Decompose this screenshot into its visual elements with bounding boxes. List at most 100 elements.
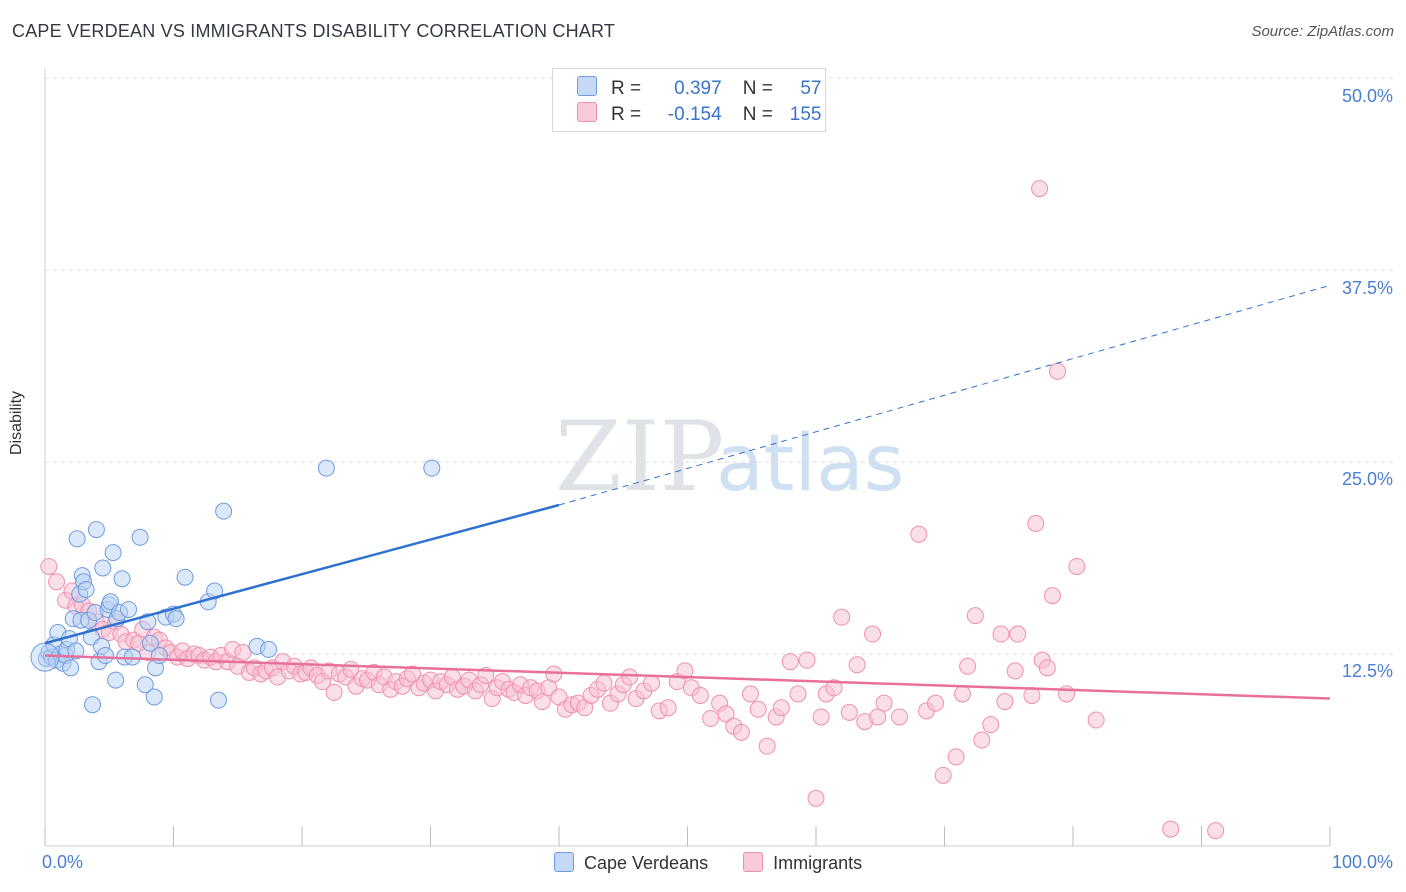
data-point	[68, 530, 86, 548]
data-point	[404, 665, 422, 683]
legend-swatch-pink	[577, 102, 597, 122]
data-point	[1049, 362, 1067, 380]
data-point	[234, 643, 252, 661]
legend-n-value: 57	[800, 78, 822, 99]
data-point	[717, 705, 735, 723]
data-point	[691, 686, 709, 704]
data-point	[94, 559, 112, 577]
data-point	[131, 528, 149, 546]
data-point	[702, 710, 720, 728]
data-point	[136, 676, 154, 694]
legend-item-cape-verdeans: Cape Verdeans	[554, 852, 708, 874]
x-tick-label-min: 0.0%	[42, 852, 84, 872]
data-point	[789, 685, 807, 703]
data-point	[176, 568, 194, 586]
data-point	[1162, 820, 1180, 838]
data-point	[96, 647, 114, 665]
legend-r-label: R =	[611, 104, 642, 125]
cape-verdeans-points	[30, 459, 441, 714]
data-point	[934, 766, 952, 784]
gridlines	[45, 77, 1395, 655]
data-point	[953, 685, 971, 703]
axes	[44, 68, 1331, 847]
data-point	[48, 573, 66, 591]
watermark-zip: ZIP	[555, 401, 724, 513]
y-tick-label: 12.5%	[1341, 661, 1393, 681]
legend-series-name: Cape Verdeans	[584, 853, 709, 873]
data-point	[104, 544, 122, 562]
legend-r-value: 0.397	[674, 78, 722, 99]
y-tick-label: 37.5%	[1341, 278, 1393, 298]
data-point	[62, 659, 80, 677]
data-point	[1207, 822, 1225, 840]
data-point	[875, 694, 893, 712]
data-point	[206, 582, 224, 600]
trend-lines	[44, 284, 1331, 700]
data-point	[141, 634, 159, 652]
data-point	[973, 731, 991, 749]
trend-line-cape-verdeans	[44, 503, 560, 645]
data-point	[966, 607, 984, 625]
legend-n-label: N =	[742, 78, 773, 99]
data-point	[812, 708, 830, 726]
legend-row-immigrants: R = -0.154 N = 155	[577, 102, 821, 126]
legend-row-cape-verdeans: R = 0.397 N = 57	[577, 76, 821, 100]
data-point	[120, 600, 138, 618]
data-point	[749, 700, 767, 718]
y-tick-label: 50.0%	[1341, 86, 1393, 106]
watermark-atlas: atlas	[716, 419, 905, 509]
data-point	[891, 708, 909, 726]
legend-n-value: 155	[789, 104, 822, 125]
data-point	[1027, 514, 1045, 532]
data-point	[848, 656, 866, 674]
chart-title: CAPE VERDEAN VS IMMIGRANTS DISABILITY CO…	[12, 21, 616, 41]
data-point	[833, 608, 851, 626]
data-point	[423, 459, 441, 477]
data-point	[992, 625, 1010, 643]
data-point	[741, 685, 759, 703]
data-point	[317, 459, 335, 477]
data-point	[996, 693, 1014, 711]
data-point	[840, 703, 858, 721]
data-point	[781, 653, 799, 671]
legend-r-label: R =	[611, 78, 642, 99]
correlation-legend: R = 0.397 N = 57 R = -0.154 N = 155	[552, 68, 826, 132]
data-point	[209, 691, 227, 709]
legend-n-label: N =	[742, 104, 773, 125]
data-point	[758, 737, 776, 755]
data-point	[1087, 711, 1105, 729]
data-point	[1009, 625, 1027, 643]
data-point	[84, 696, 102, 714]
data-point	[67, 642, 85, 660]
immigrants-points	[40, 180, 1225, 840]
data-point	[621, 668, 639, 686]
watermark: ZIP atlas	[555, 401, 905, 513]
data-point	[732, 723, 750, 741]
source-label: Source: ZipAtlas.com	[1251, 23, 1394, 40]
data-point	[947, 748, 965, 766]
data-point	[1006, 662, 1024, 680]
trend-line-cape-verdeans-extension	[558, 284, 1331, 506]
data-point	[772, 699, 790, 717]
legend-series-name: Immigrants	[773, 853, 863, 873]
data-point	[807, 789, 825, 807]
data-point	[910, 525, 928, 543]
data-point	[659, 699, 677, 717]
data-point	[825, 679, 843, 697]
data-point	[167, 610, 185, 628]
data-point	[1043, 587, 1061, 605]
data-point	[798, 651, 816, 669]
data-point	[643, 674, 661, 692]
legend-swatch-blue	[554, 852, 574, 872]
data-point	[87, 521, 105, 539]
data-point	[107, 671, 125, 689]
data-point	[982, 716, 1000, 734]
data-point	[145, 688, 163, 706]
data-point	[959, 657, 977, 675]
x-tick-label-max: 100.0%	[1331, 852, 1393, 872]
series-legend: Cape Verdeans Immigrants	[554, 852, 892, 874]
legend-r-value: -0.154	[667, 104, 722, 125]
legend-item-immigrants: Immigrants	[743, 852, 862, 874]
data-point	[77, 580, 95, 598]
